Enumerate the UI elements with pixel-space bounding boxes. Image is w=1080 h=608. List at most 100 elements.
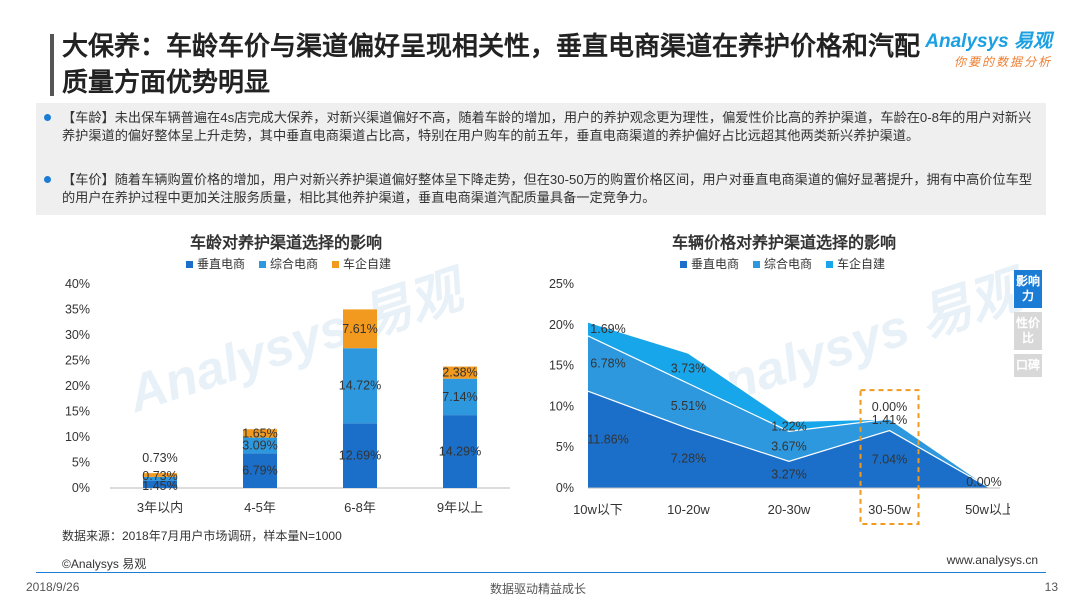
legend-item-comprehensive: 综合电商	[753, 255, 812, 272]
x-tick-label: 50w以上	[965, 502, 1010, 517]
bullet-dot-icon	[44, 176, 51, 183]
data-label: 0.73%	[142, 469, 177, 483]
bar-segment	[143, 480, 177, 488]
data-label: 3.09%	[242, 438, 277, 452]
logo-main-text: Analysys 易观	[925, 31, 1052, 52]
area-edge-line	[587, 390, 991, 489]
data-label: 1.45%	[142, 479, 177, 493]
x-tick-label: 10-20w	[667, 502, 710, 517]
bar-segment	[343, 348, 377, 424]
data-label: 0.00%	[966, 475, 1001, 489]
page-title: 大保养：车龄车价与渠道偏好呈现相关性，垂直电商渠道在养护价格和汽配质量方面优势明…	[62, 31, 921, 97]
bar-segment	[243, 453, 277, 488]
side-tabs: 影响力 性价比 口碑	[1014, 270, 1042, 381]
data-label: 0.00%	[872, 400, 907, 414]
bar-segment	[143, 476, 177, 481]
y-tick-label: 40%	[65, 277, 90, 291]
x-tick-label: 3年以内	[137, 500, 183, 515]
side-tab-reputation[interactable]: 口碑	[1014, 354, 1042, 377]
side-tab-influence[interactable]: 影响力	[1014, 270, 1042, 308]
y-tick-label: 10%	[549, 399, 574, 413]
y-tick-label: 5%	[72, 456, 90, 470]
bar-segment	[443, 378, 477, 416]
legend-item-oem: 车企自建	[332, 255, 391, 272]
y-tick-label: 15%	[549, 359, 574, 373]
y-tick-label: 0%	[556, 481, 574, 495]
right-area-chart: 0% 5% 10% 15% 20% 25% 11.86% 6.78% 1.69% 10w以下 7.2…	[549, 277, 1010, 525]
data-label: 1.22%	[771, 419, 806, 433]
area-series	[588, 322, 990, 488]
x-tick-label: 20-30w	[768, 502, 811, 517]
bar-segment	[143, 473, 177, 477]
legend-item-vertical: 垂直电商	[186, 255, 245, 272]
y-tick-label: 10%	[65, 430, 90, 444]
y-tick-label: 0%	[72, 481, 90, 495]
data-label: 14.72%	[339, 379, 381, 393]
data-label: 6.79%	[242, 464, 277, 478]
analysys-logo: Analysys 易观 你要的数据分析	[925, 26, 1052, 70]
logo-sub-text: 你要的数据分析	[953, 55, 1052, 69]
page-number: 13	[1044, 580, 1058, 594]
title-accent-bar	[50, 34, 54, 96]
bullet-text: 【车龄】未出保车辆普遍在4s店完成大保养，对新兴渠道偏好不高，随着车龄的增加，用…	[62, 110, 1032, 143]
y-tick-label: 35%	[65, 303, 90, 317]
data-label: 6.78%	[590, 357, 625, 371]
summary-bullet-age: 【车龄】未出保车辆普遍在4s店完成大保养，对新兴渠道偏好不高，随着车龄的增加，用…	[44, 109, 1034, 145]
bar-segment	[243, 429, 277, 438]
summary-box: 【车龄】未出保车辆普遍在4s店完成大保养，对新兴渠道偏好不高，随着车龄的增加，用…	[36, 103, 1046, 215]
data-label: 5.51%	[671, 399, 706, 413]
x-tick-label: 9年以上	[437, 500, 483, 515]
legend-item-comprehensive: 综合电商	[259, 255, 318, 272]
right-chart-title: 车辆价格对养护渠道选择的影响	[672, 235, 897, 252]
y-tick-label: 30%	[65, 328, 90, 342]
left-chart-title: 车龄对养护渠道选择的影响	[190, 235, 383, 252]
bar-segment	[343, 309, 377, 349]
x-tick-label: 6-8年	[344, 500, 376, 515]
y-tick-label: 15%	[65, 405, 90, 419]
highlight-box	[859, 389, 920, 525]
bullet-dot-icon	[44, 114, 51, 121]
x-tick-label: 30-50w	[868, 502, 911, 517]
data-label: 7.14%	[442, 390, 477, 404]
data-label: 7.28%	[671, 451, 706, 465]
side-tab-value[interactable]: 性价比	[1014, 312, 1042, 350]
y-tick-label: 5%	[556, 440, 574, 454]
footer-divider	[36, 572, 1046, 573]
area-edge-line	[587, 335, 991, 489]
data-label: 11.86%	[587, 433, 628, 447]
summary-bullet-price: 【车价】随着车辆购置价格的增加，用户对新兴养护渠道偏好整体呈下降走势，但在30-…	[44, 171, 1034, 207]
data-label: 14.29%	[439, 445, 481, 459]
y-tick-label: 25%	[65, 354, 90, 368]
bar-segment	[443, 415, 477, 488]
y-tick-label: 20%	[549, 318, 574, 332]
footer-slogan: 数据驱动精益成长	[490, 582, 587, 596]
bullet-text: 【车价】随着车辆购置价格的增加，用户对新兴养护渠道偏好整体呈下降走势，但在30-…	[62, 172, 1033, 205]
left-bar-chart: 0%5%10%15%20%25%30%35%40%1.45%0.73%0.73%…	[65, 277, 510, 515]
website-link[interactable]: www.analysys.cn	[946, 553, 1038, 567]
bar-segment	[243, 437, 277, 454]
data-label: 3.73%	[671, 361, 706, 375]
bar-segment	[443, 366, 477, 379]
data-label: 3.27%	[771, 468, 806, 482]
y-tick-label: 20%	[65, 379, 90, 393]
data-label: 1.65%	[242, 426, 277, 440]
y-tick-label: 25%	[549, 277, 574, 291]
data-source: 数据来源：2018年7月用户市场调研，样本量N=1000	[62, 529, 342, 543]
legend-item-vertical: 垂直电商	[680, 255, 739, 272]
data-label: 2.38%	[442, 366, 477, 380]
data-label: 3.67%	[771, 439, 806, 453]
legend-item-oem: 车企自建	[826, 255, 885, 272]
footer-date: 2018/9/26	[26, 580, 80, 594]
x-tick-label: 10w以下	[573, 502, 623, 517]
copyright: ©Analysys 易观	[62, 557, 147, 571]
data-label: 12.69%	[339, 449, 381, 463]
data-label: 1.41%	[872, 413, 907, 427]
area-series	[588, 391, 990, 488]
data-label: 0.73%	[142, 451, 177, 465]
data-label: 1.69%	[590, 322, 625, 336]
bar-segment	[343, 423, 377, 488]
x-tick-label: 4-5年	[244, 500, 276, 515]
data-label: 7.61%	[342, 322, 377, 336]
right-chart-legend: 垂直电商 综合电商 车企自建	[680, 255, 885, 272]
data-label: 7.04%	[872, 452, 907, 466]
